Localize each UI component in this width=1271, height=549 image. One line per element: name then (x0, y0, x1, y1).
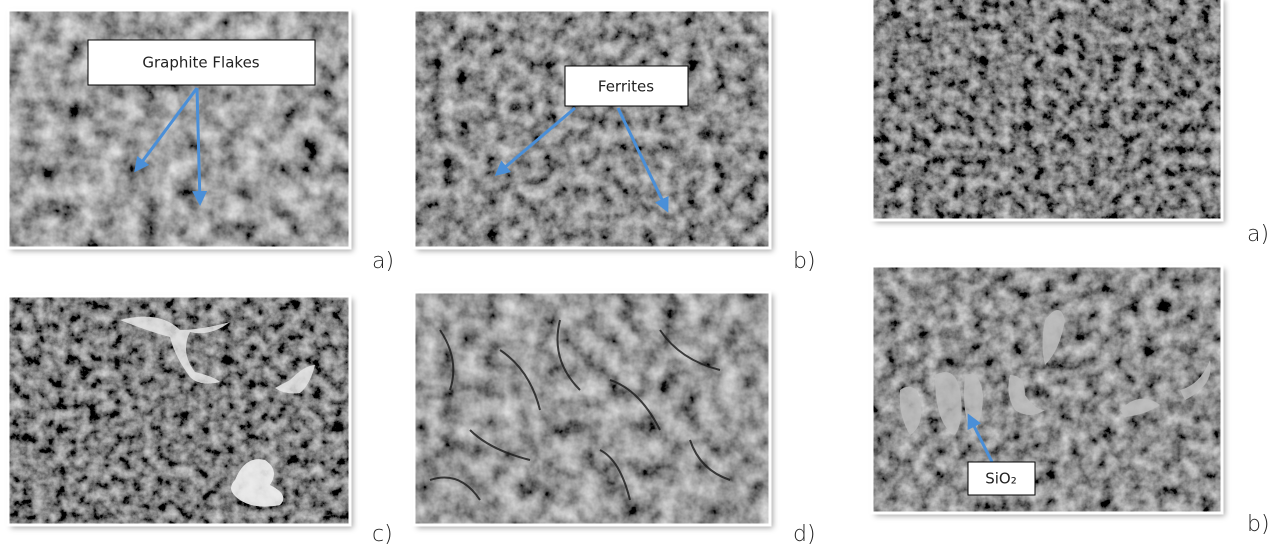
figure: Graphite Flakes a) Ferrites b) c) (0, 0, 1271, 545)
panel: c) (8, 296, 393, 545)
panel: Graphite Flakes a) (8, 10, 394, 274)
panel-label: b) (793, 249, 816, 274)
micrograph (414, 292, 770, 525)
callout: Graphite Flakes (142, 54, 259, 72)
micrograph (872, 0, 1222, 220)
panel-label: c) (372, 522, 393, 545)
panel: d) (414, 292, 816, 545)
panel: a) (872, 0, 1269, 247)
callout: Ferrites (598, 78, 654, 96)
page: {"panels": [ {"label": "a)", "callout": … (0, 0, 1271, 545)
panel-label: a) (372, 249, 394, 274)
panel-label: d) (793, 522, 816, 545)
panel: Ferrites b) (414, 10, 816, 274)
panel-label: b) (1247, 512, 1270, 537)
panel: SiO₂ b) (872, 266, 1270, 537)
callout: SiO₂ (985, 470, 1017, 488)
panel-label: a) (1247, 222, 1269, 247)
micrograph (414, 10, 770, 248)
micrograph (872, 266, 1222, 513)
